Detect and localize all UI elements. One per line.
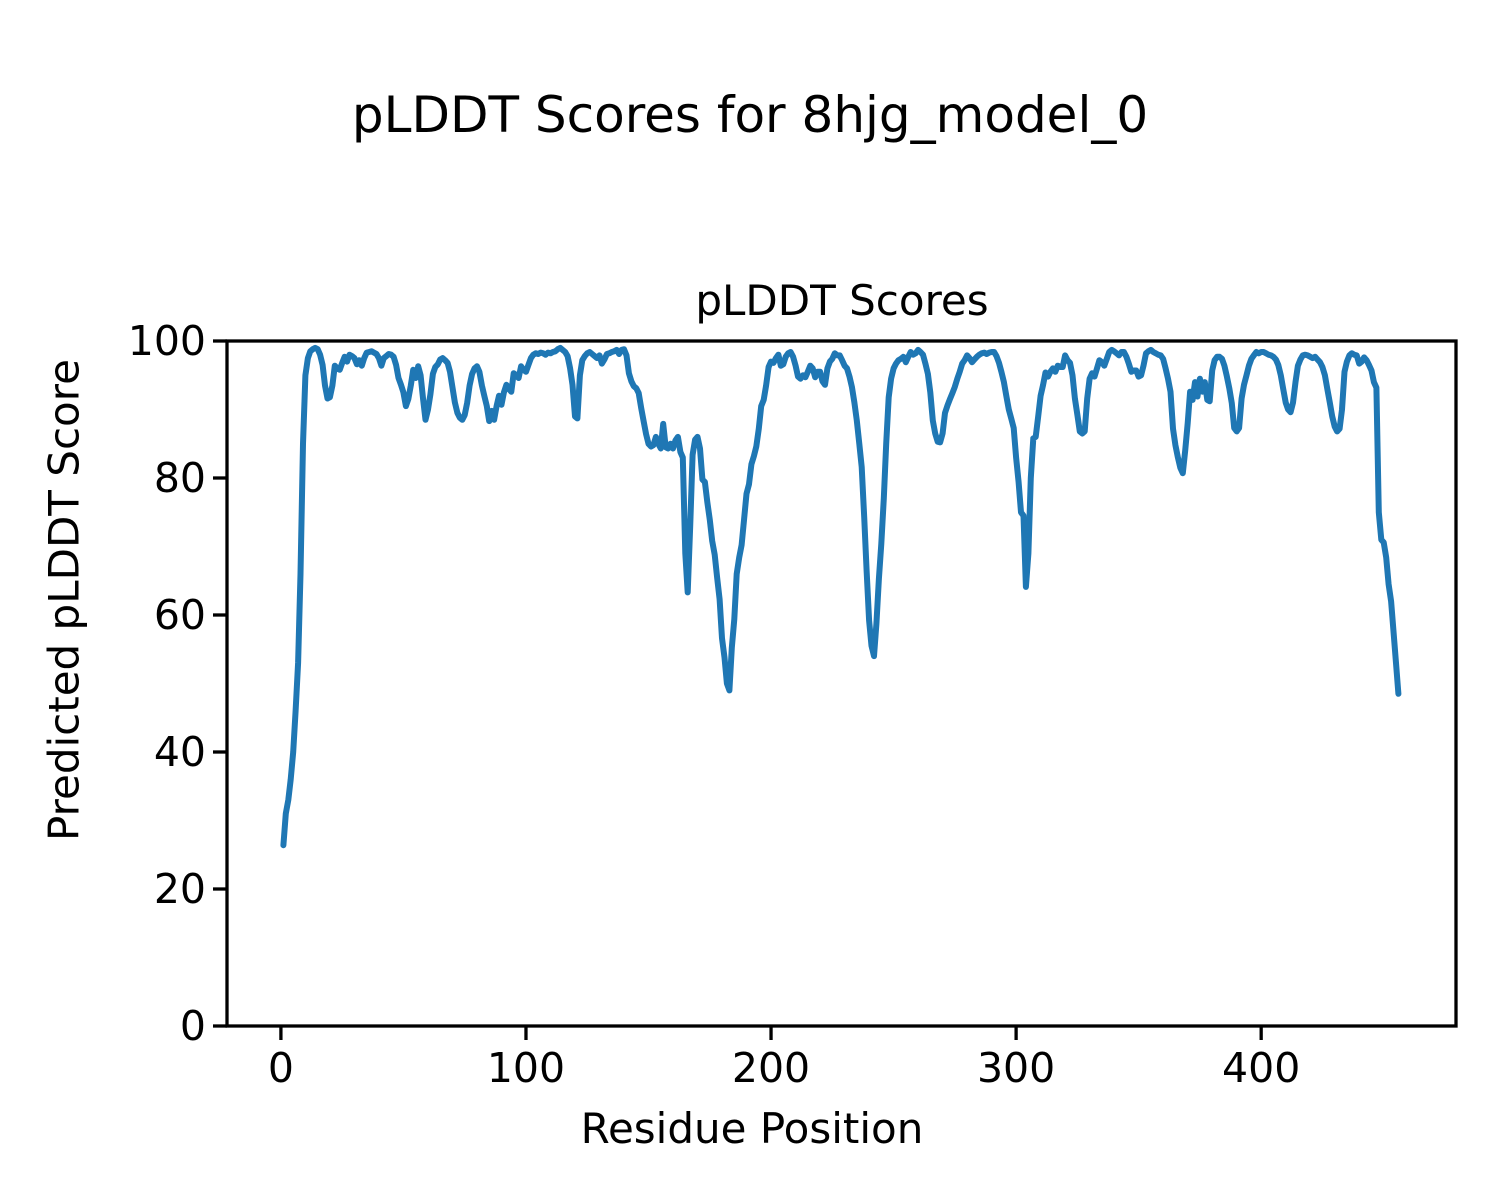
plddt-line	[280, 344, 1402, 849]
axes-frame	[225, 339, 1458, 1028]
y-tick-label: 80	[153, 454, 206, 502]
y-tick-label: 40	[153, 728, 206, 776]
x-tick-label: 0	[267, 1044, 294, 1092]
y-tick-label: 60	[153, 591, 206, 639]
axes-title: pLDDT Scores	[695, 276, 989, 325]
x-tick-label: 300	[976, 1044, 1056, 1092]
y-axis-label: Predicted pLDDT Score	[39, 359, 89, 841]
x-tick-label: 200	[731, 1044, 811, 1092]
y-tick-label: 100	[127, 317, 206, 365]
tick-marks	[213, 339, 1263, 1040]
y-tick-label: 20	[153, 865, 206, 913]
x-axis-label: Residue Position	[580, 1104, 924, 1153]
figure-title: pLDDT Scores for 8hjg_model_0	[351, 86, 1149, 144]
x-tick-label: 400	[1222, 1044, 1301, 1092]
y-tick-label: 0	[179, 1002, 206, 1050]
x-tick-label: 100	[486, 1044, 566, 1092]
